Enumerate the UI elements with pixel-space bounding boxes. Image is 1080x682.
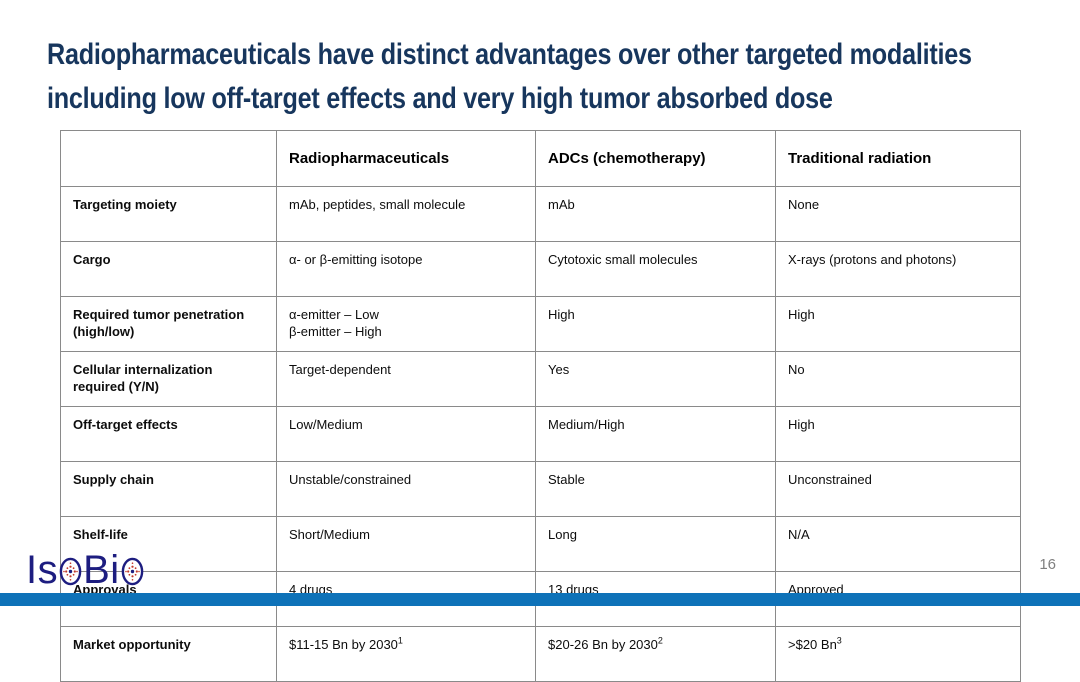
page-title-line1: Radiopharmaceuticals have distinct advan… [47, 38, 972, 71]
row-label: Required tumor penetration (high/low) [60, 296, 277, 352]
table-row: Market opportunity $11-15 Bn by 20301 $20-… [60, 626, 1021, 682]
table-cell: High [535, 296, 776, 352]
table-cell: mAb [535, 186, 776, 242]
footnote-marker: 1 [397, 635, 403, 646]
footnote-marker: 3 [836, 635, 842, 646]
table-cell: Unconstrained [775, 461, 1021, 517]
table-row: Cargo α- or β-emitting isotope Cytotoxic s… [60, 241, 1021, 297]
table-cell: Stable [535, 461, 776, 517]
row-label: Targeting moiety [60, 186, 277, 242]
table-cell: >$20 Bn3 [775, 626, 1021, 682]
table-cell: None [775, 186, 1021, 242]
atom-o-icon [121, 557, 144, 586]
table-cell: X-rays (protons and photons) [775, 241, 1021, 297]
table-row: Cellular internalization required (Y/N) T… [60, 351, 1021, 407]
logo-text-is: Is [26, 548, 59, 592]
table-cell: N/A [775, 516, 1021, 572]
page-title-line2: including low off-target effects and ver… [47, 82, 833, 115]
table-row: Off-target effects Low/Medium Medium/High H… [60, 406, 1021, 462]
table-cell: Long [535, 516, 776, 572]
row-label: Off-target effects [60, 406, 277, 462]
slide: Radiopharmaceuticals have distinct advan… [0, 33, 1080, 682]
column-header: Traditional radiation [775, 130, 1021, 187]
table-row: Supply chain Unstable/constrained Stable Un… [60, 461, 1021, 517]
column-header [60, 130, 277, 187]
header-row: Radiopharmaceuticals ADCs (chemotherapy) T… [60, 130, 1021, 187]
column-header: ADCs (chemotherapy) [535, 130, 776, 187]
footnote-marker: 2 [657, 635, 663, 646]
isobio-logo: Is Bi [26, 547, 145, 593]
row-label: Market opportunity [60, 626, 277, 682]
table-row: Shelf-life Short/Medium Long N/A [60, 516, 1021, 572]
table-cell: Target-dependent [276, 351, 536, 407]
column-header: Radiopharmaceuticals [276, 130, 536, 187]
table-cell: High [775, 406, 1021, 462]
table-cell: High [775, 296, 1021, 352]
page-number: 16 [1039, 556, 1056, 573]
row-label: Cargo [60, 241, 277, 297]
table-cell: α- or β-emitting isotope [276, 241, 536, 297]
logo-text-bi: Bi [83, 548, 120, 592]
row-label: Shelf-life [60, 516, 277, 572]
table-cell: Short/Medium [276, 516, 536, 572]
atom-o-icon [59, 557, 82, 586]
table-cell: Medium/High [535, 406, 776, 462]
table-cell: Unstable/constrained [276, 461, 536, 517]
table-cell: $11-15 Bn by 20301 [276, 626, 536, 682]
table-row: Targeting moiety mAb, peptides, small mol… [60, 186, 1021, 242]
row-label: Supply chain [60, 461, 277, 517]
table-row: Required tumor penetration (high/low) α-e… [60, 296, 1021, 352]
table-cell: No [775, 351, 1021, 407]
table-cell: mAb, peptides, small molecule [276, 186, 536, 242]
bottom-accent-bar [0, 593, 1080, 606]
table-body: Targeting moiety mAb, peptides, small mol… [60, 186, 1021, 682]
row-label: Cellular internalization required (Y/N) [60, 351, 277, 407]
table-cell: Low/Medium [276, 406, 536, 462]
table-cell: Cytotoxic small molecules [535, 241, 776, 297]
page-title: Radiopharmaceuticals have distinct advan… [47, 33, 1080, 121]
table-cell: Yes [535, 351, 776, 407]
table-cell: $20-26 Bn by 20302 [535, 626, 776, 682]
table-cell: α-emitter – Low β-emitter – High [276, 296, 536, 352]
